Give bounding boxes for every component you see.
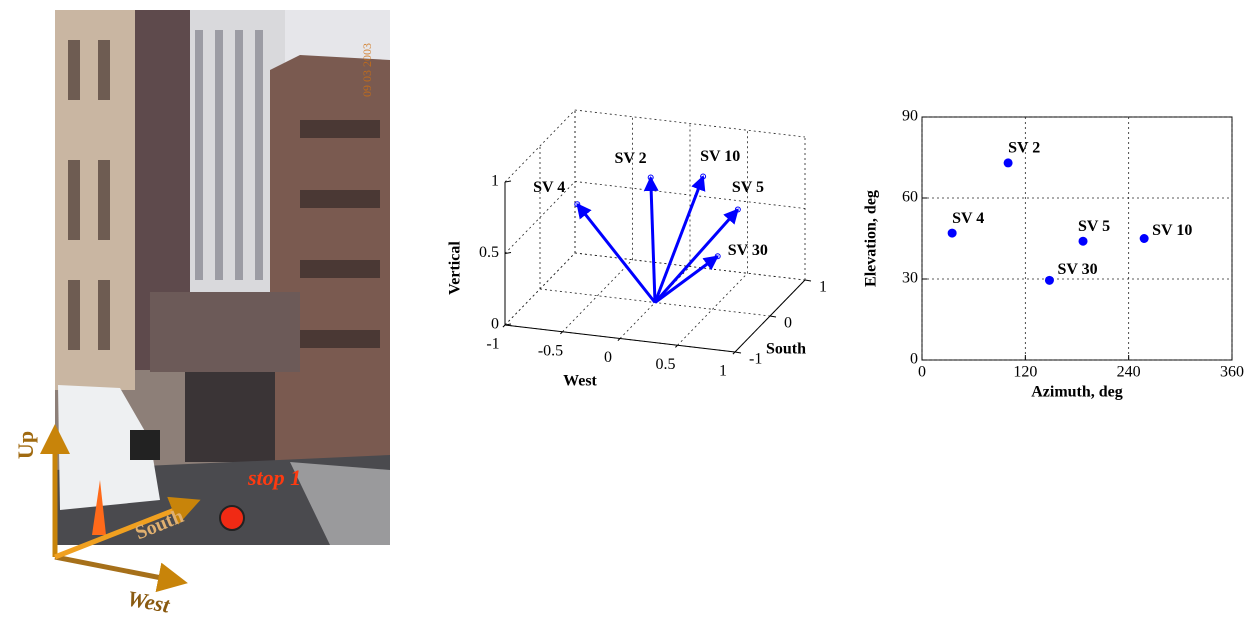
page: 09 03 2003 stop 1 Up South West -1-0.500…	[0, 0, 1256, 620]
plots: -1 -0.5 0 0.5 1 -1 0 1 0 0.5 1 West South Vertical SV …	[447, 108, 1244, 401]
point	[1140, 234, 1149, 243]
x-tick-label: 0	[604, 349, 612, 366]
x-tick-label: -1	[486, 336, 499, 353]
date-stamp: 09 03 2003	[360, 43, 374, 97]
z-tick-label: 0.5	[479, 244, 499, 261]
point	[1079, 237, 1088, 246]
grid-line	[678, 273, 748, 345]
grid-line	[575, 110, 805, 137]
x-tick-label: 0	[918, 364, 926, 381]
west-label: West	[125, 586, 172, 618]
grid-line	[563, 260, 633, 332]
y-tick-label: 90	[902, 108, 918, 125]
vector-arrow	[651, 178, 655, 303]
point-label: SV 30	[1057, 261, 1097, 278]
point-label: SV 2	[1008, 140, 1040, 157]
z-tick-label: 1	[491, 173, 499, 190]
tick-mark	[770, 316, 776, 317]
y-tick-label: 0	[910, 351, 918, 368]
x-tick-label: 120	[1013, 364, 1037, 381]
point	[948, 229, 957, 238]
y-tick-label: 1	[819, 279, 827, 296]
point-label: SV 4	[952, 210, 984, 227]
figure: 09 03 2003 stop 1 Up South West -1-0.500…	[0, 0, 1256, 620]
vector-label: SV 4	[533, 179, 565, 196]
tick-mark	[503, 325, 505, 327]
up-label: Up	[13, 431, 38, 459]
y-axis-label: South	[766, 341, 806, 358]
x-tick-label: 0.5	[656, 356, 676, 373]
point	[1004, 158, 1013, 167]
point-label: SV 5	[1078, 218, 1110, 235]
z-axis-label: Vertical	[447, 241, 464, 295]
stop-marker	[220, 506, 244, 530]
x-axis-label: Azimuth, deg	[1031, 384, 1123, 401]
point	[1045, 276, 1054, 285]
z-tick-label: 0	[491, 316, 499, 333]
vector-label: SV 10	[700, 148, 740, 165]
vector-label: SV 30	[728, 242, 768, 259]
y-tick-label: 30	[902, 270, 918, 287]
vector-label: SV 2	[615, 150, 647, 167]
tick-mark	[805, 280, 811, 281]
point-label: SV 10	[1152, 222, 1192, 239]
y-tick-label: 0	[784, 315, 792, 332]
vector-label: SV 5	[732, 179, 764, 196]
tick-mark	[735, 352, 741, 353]
grid-line	[505, 110, 575, 182]
west-arrow	[55, 557, 182, 582]
y-tick-label: -1	[749, 351, 762, 368]
x-tick-label: 360	[1220, 364, 1244, 381]
x-tick-label: 1	[719, 363, 727, 380]
x-tick-label: -0.5	[538, 342, 563, 359]
street-photo: 09 03 2003 stop 1	[55, 10, 390, 545]
x-tick-label: 240	[1117, 364, 1141, 381]
vector-arrow	[577, 204, 655, 302]
x-axis-label: West	[563, 373, 597, 390]
y-axis-label: Elevation, deg	[863, 190, 880, 287]
stop-label: stop 1	[247, 465, 301, 490]
y-tick-label: 60	[902, 189, 918, 206]
vector-arrow	[655, 210, 738, 303]
